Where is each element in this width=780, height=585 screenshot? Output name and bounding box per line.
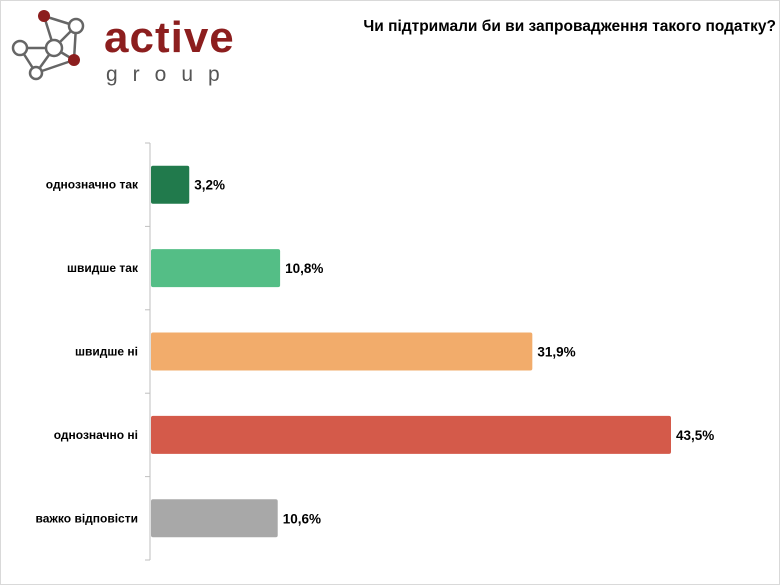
bar-1 <box>151 165 190 204</box>
bar-4 <box>151 415 671 454</box>
chart-title: Чи підтримали би ви запровадження такого… <box>363 18 776 35</box>
bar-3 <box>151 332 533 371</box>
category-label: важко відповісти <box>36 511 138 525</box>
category-label: швидше так <box>67 261 139 275</box>
bar-2 <box>151 249 281 288</box>
value-label: 3,2% <box>194 178 225 193</box>
category-label: однозначно ні <box>54 428 138 442</box>
value-label: 31,9% <box>537 345 575 360</box>
logo-wordmark: active <box>104 13 235 62</box>
network-logo-icon <box>11 10 85 81</box>
category-label: однозначно так <box>46 178 139 192</box>
category-label: швидше ні <box>75 345 138 359</box>
value-label: 10,8% <box>285 261 323 276</box>
bar-5 <box>151 499 278 538</box>
value-label: 10,6% <box>283 511 321 526</box>
logo: active group <box>6 8 236 88</box>
value-label: 43,5% <box>676 428 714 443</box>
logo-subtitle: group <box>106 63 235 86</box>
